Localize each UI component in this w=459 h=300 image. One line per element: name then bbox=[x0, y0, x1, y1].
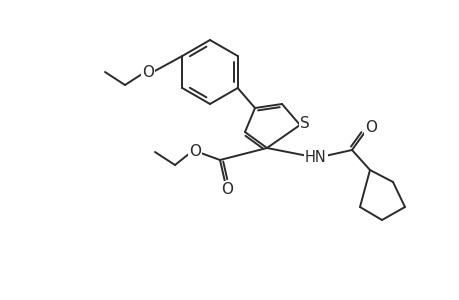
Text: HN: HN bbox=[304, 149, 326, 164]
Text: O: O bbox=[364, 119, 376, 134]
Text: O: O bbox=[142, 64, 154, 80]
Text: S: S bbox=[299, 116, 309, 130]
Text: O: O bbox=[220, 182, 233, 196]
Text: O: O bbox=[189, 143, 201, 158]
